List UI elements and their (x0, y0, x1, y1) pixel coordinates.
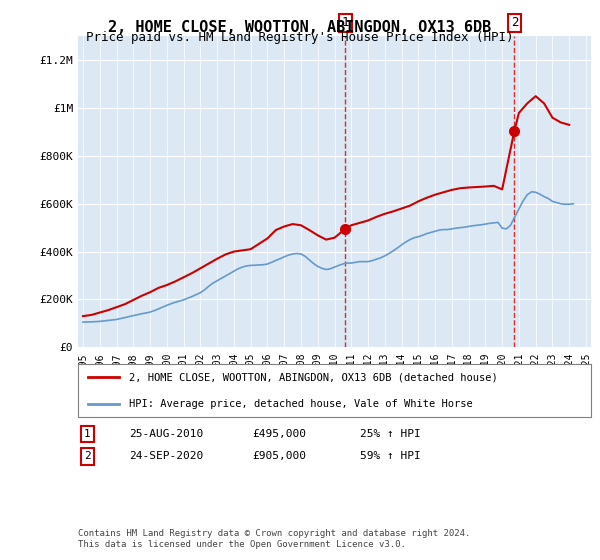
Text: £905,000: £905,000 (252, 451, 306, 461)
Text: HPI: Average price, detached house, Vale of White Horse: HPI: Average price, detached house, Vale… (130, 399, 473, 409)
Text: 25-AUG-2010: 25-AUG-2010 (129, 429, 203, 439)
Text: 2, HOME CLOSE, WOOTTON, ABINGDON, OX13 6DB: 2, HOME CLOSE, WOOTTON, ABINGDON, OX13 6… (109, 20, 491, 35)
Text: 1: 1 (84, 429, 91, 439)
Text: Contains HM Land Registry data © Crown copyright and database right 2024.
This d: Contains HM Land Registry data © Crown c… (78, 529, 470, 549)
Text: Price paid vs. HM Land Registry's House Price Index (HPI): Price paid vs. HM Land Registry's House … (86, 31, 514, 44)
Text: 59% ↑ HPI: 59% ↑ HPI (360, 451, 421, 461)
Text: 2: 2 (511, 16, 518, 30)
Text: 1: 1 (341, 16, 349, 30)
Text: £495,000: £495,000 (252, 429, 306, 439)
Text: 2, HOME CLOSE, WOOTTON, ABINGDON, OX13 6DB (detached house): 2, HOME CLOSE, WOOTTON, ABINGDON, OX13 6… (130, 372, 498, 382)
Text: 24-SEP-2020: 24-SEP-2020 (129, 451, 203, 461)
Text: 2: 2 (84, 451, 91, 461)
Text: 25% ↑ HPI: 25% ↑ HPI (360, 429, 421, 439)
